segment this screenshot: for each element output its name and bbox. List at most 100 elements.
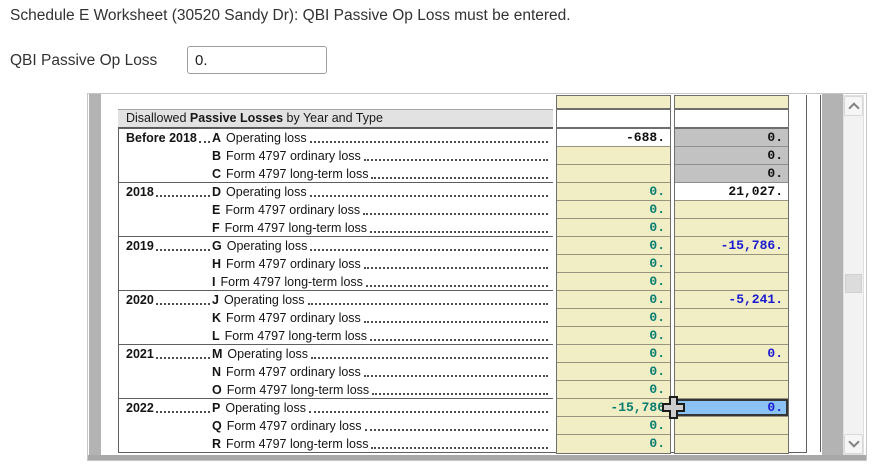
cell-K-col2[interactable] [675,309,788,327]
panel-left-margin [89,94,101,455]
scroll-down-button[interactable] [844,434,863,454]
cell-D-col2[interactable]: 21,027. [675,183,788,201]
cell-C-col1[interactable] [557,165,670,183]
cell-J-col1[interactable]: 0. [557,291,670,309]
header-cell-col2 [674,109,789,128]
row-letter: F [212,221,220,235]
cell-M-col2[interactable]: 0. [675,345,788,363]
dotted-leader [311,357,548,359]
dotted-leader [155,411,210,413]
cell-M-col1[interactable]: 0. [557,345,670,363]
worksheet-row-label-L: L Form 4797 long-term loss [118,326,553,344]
row-letter: P [212,401,221,415]
value-column-1: -688. 0. 0. 0. 0. 0. 0. 0. 0. 0. 0. 0. 0. -15,786 0. 0. [556,128,671,454]
dotted-leader [310,249,548,251]
worksheet-row-label-N: N Form 4797 ordinary loss [118,362,553,380]
worksheet-row-label-E: E Form 4797 ordinary loss [118,200,553,218]
plus-cross-cursor-icon [662,396,685,419]
worksheet-row-label-G: 2019 G Operating loss [118,236,553,254]
chevron-up-icon [848,102,860,114]
cell-A-col2[interactable]: 0. [675,129,788,147]
cell-A-col1[interactable]: -688. [557,129,670,147]
cell-B-col2[interactable]: 0. [675,147,788,165]
cell-D-col1[interactable]: 0. [557,183,670,201]
vertical-scrollbar[interactable] [843,95,864,455]
row-letter: E [212,203,221,217]
qbi-passive-op-loss-input[interactable] [187,46,327,74]
cell-G-col1[interactable]: 0. [557,237,670,255]
dotted-leader [371,447,548,449]
row-year-label: Before 2018 [126,131,197,145]
row-description: Form 4797 ordinary loss [226,257,361,271]
dotted-leader [370,231,548,233]
cell-C-col2[interactable]: 0. [675,165,788,183]
dotted-leader [155,357,210,359]
row-description: Form 4797 long-term loss [226,167,369,181]
panel-bottom-edge [88,455,866,460]
cell-B-col1[interactable] [557,147,670,165]
worksheet-row-label-O: O Form 4797 long-term loss [118,380,553,398]
dotted-leader [363,267,548,269]
page-title: Schedule E Worksheet (30520 Sandy Dr): Q… [10,7,571,24]
scroll-up-button[interactable] [844,96,863,116]
worksheet-row-label-D: 2018 D Operating loss [118,182,553,200]
worksheet-row-label-F: F Form 4797 long-term loss [118,218,553,236]
cell-R-col2[interactable] [675,435,788,453]
cell-O-col2[interactable] [675,381,788,399]
section-header: Disallowed Passive Losses by Year and Ty… [118,109,553,128]
scrollbar-thumb[interactable] [845,274,862,293]
section-header-suffix: by Year and Type [283,111,383,125]
row-letter: A [212,131,222,145]
cell-Q-col1[interactable]: 0. [557,417,670,435]
cell-O-col1[interactable]: 0. [557,381,670,399]
row-letter: H [212,257,222,271]
dotted-leader [363,213,548,215]
clipped-cell-col2[interactable] [674,95,789,109]
form-right-rule [806,95,807,452]
dotted-leader [363,321,548,323]
row-description: Form 4797 ordinary loss [225,203,361,217]
dotted-leader [307,303,548,305]
row-description: Operating loss [226,131,307,145]
cell-J-col2[interactable]: -5,241. [675,291,788,309]
cell-F-col2[interactable] [675,219,788,237]
cell-F-col1[interactable]: 0. [557,219,670,237]
cell-R-col1[interactable]: 0. [557,435,670,453]
cell-E-col2[interactable] [675,201,788,219]
cell-Q-col2[interactable] [675,417,788,435]
cell-H-col1[interactable]: 0. [557,255,670,273]
cell-K-col1[interactable]: 0. [557,309,670,327]
cell-L-col2[interactable] [675,327,788,345]
row-description: Form 4797 ordinary loss [226,365,361,379]
label-rows: Before 2018 A Operating loss B Form 4797 ord… [118,128,553,452]
cell-L-col1[interactable]: 0. [557,327,670,345]
cell-H-col2[interactable] [675,255,788,273]
dotted-leader [309,141,548,143]
cell-I-col2[interactable] [675,273,788,291]
header-cell-col1 [556,109,671,128]
row-description: Form 4797 ordinary loss [226,419,362,433]
row-description: Form 4797 long-term loss [224,221,368,235]
worksheet-row-label-C: C Form 4797 long-term loss [118,164,553,182]
row-description: Form 4797 ordinary loss [226,311,361,325]
cell-P-col2-selected[interactable]: 0. [675,399,788,417]
dotted-leader [155,195,210,197]
clipped-cell-col1[interactable] [556,95,671,109]
row-description: Form 4797 long-term loss [226,383,370,397]
form-left-rule [118,109,119,452]
cell-I-col1[interactable]: 0. [557,273,670,291]
dotted-leader [363,159,548,161]
row-year-label: 2021 [126,347,154,361]
row-letter: G [212,239,222,253]
dotted-leader [308,411,548,413]
row-letter: J [212,293,219,307]
qbi-passive-op-loss-label: QBI Passive Op Loss [10,52,158,69]
cell-P-col1[interactable]: -15,786 [557,399,670,417]
row-letter: B [212,149,222,163]
cell-N-col2[interactable] [675,363,788,381]
cell-N-col1[interactable]: 0. [557,363,670,381]
row-description: Operating loss [223,293,305,307]
dotted-leader [155,249,210,251]
cell-E-col1[interactable]: 0. [557,201,670,219]
cell-G-col2[interactable]: -15,786. [675,237,788,255]
